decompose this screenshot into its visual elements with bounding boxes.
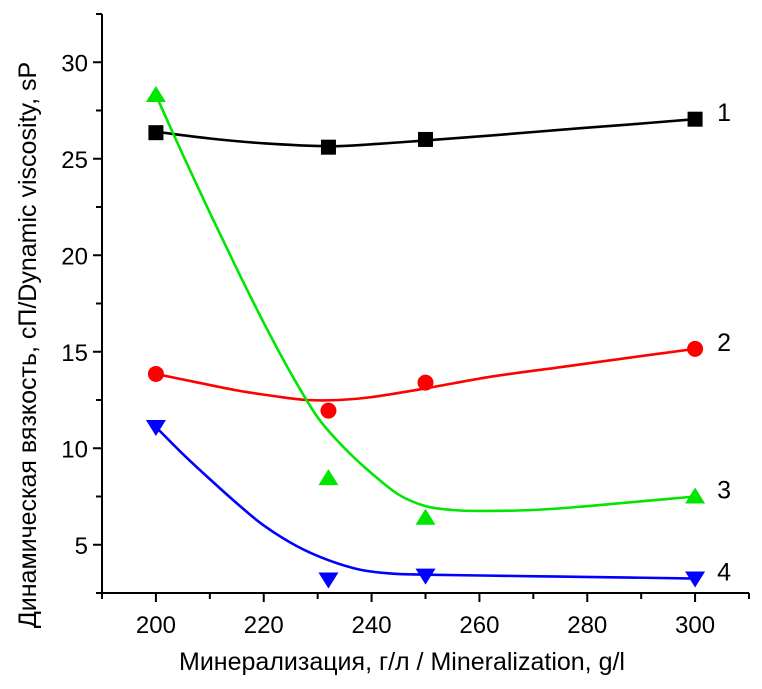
x-tick-label: 240 [352, 612, 392, 639]
data-point-series-2 [417, 374, 434, 391]
data-point-series-4 [685, 571, 706, 588]
series-labels: 1 2 3 4 [717, 99, 731, 586]
x-ticks: 200 220 240 260 280 300 [101, 593, 750, 639]
data-point-series-2 [147, 365, 164, 382]
data-point-series-1 [687, 111, 703, 127]
y-tick-label: 25 [61, 147, 88, 174]
x-tick-label: 200 [136, 612, 176, 639]
data-point-series-4 [145, 420, 166, 437]
series-label-3: 3 [717, 477, 731, 505]
x-axis-title: Минерализация, г/л / Mineralization, g/l [179, 648, 625, 676]
data-point-series-1 [148, 125, 164, 141]
fit-curve-series-4 [154, 426, 696, 580]
axes: 200 220 240 260 280 300 5 10 15 20 25 30 [61, 13, 750, 639]
data-point-series-1 [418, 131, 433, 147]
series-label-2: 2 [717, 329, 731, 357]
y-tick-label: 10 [61, 436, 88, 463]
data-point-series-4 [415, 568, 436, 585]
x-tick-label: 220 [244, 612, 284, 639]
series-label-4: 4 [717, 559, 731, 587]
data-point-series-3 [415, 508, 436, 525]
x-tick-label: 260 [459, 612, 499, 639]
y-tick-label: 5 [75, 533, 88, 560]
data-point-series-1 [320, 139, 336, 155]
data-markers [145, 86, 706, 589]
fit-curve-series-3 [154, 94, 696, 513]
data-point-series-3 [145, 86, 166, 103]
y-ticks: 5 10 15 20 25 30 [61, 13, 102, 594]
data-point-series-2 [687, 340, 704, 357]
fit-curve-series-2 [155, 347, 696, 402]
series-label-1: 1 [717, 99, 731, 127]
data-point-series-2 [320, 402, 337, 419]
data-point-series-3 [318, 469, 339, 486]
y-tick-label: 15 [61, 340, 88, 367]
y-tick-label: 20 [61, 243, 88, 270]
x-tick-label: 300 [675, 612, 715, 639]
data-point-series-3 [685, 487, 706, 504]
data-point-series-4 [318, 572, 339, 589]
x-tick-label: 280 [567, 612, 607, 639]
y-tick-label: 30 [61, 50, 88, 77]
fit-curve-series-1 [155, 117, 696, 148]
y-axis-title: Динамическая вязкость, сП/Dynamic viscos… [14, 62, 42, 628]
fit-curves [154, 94, 696, 580]
